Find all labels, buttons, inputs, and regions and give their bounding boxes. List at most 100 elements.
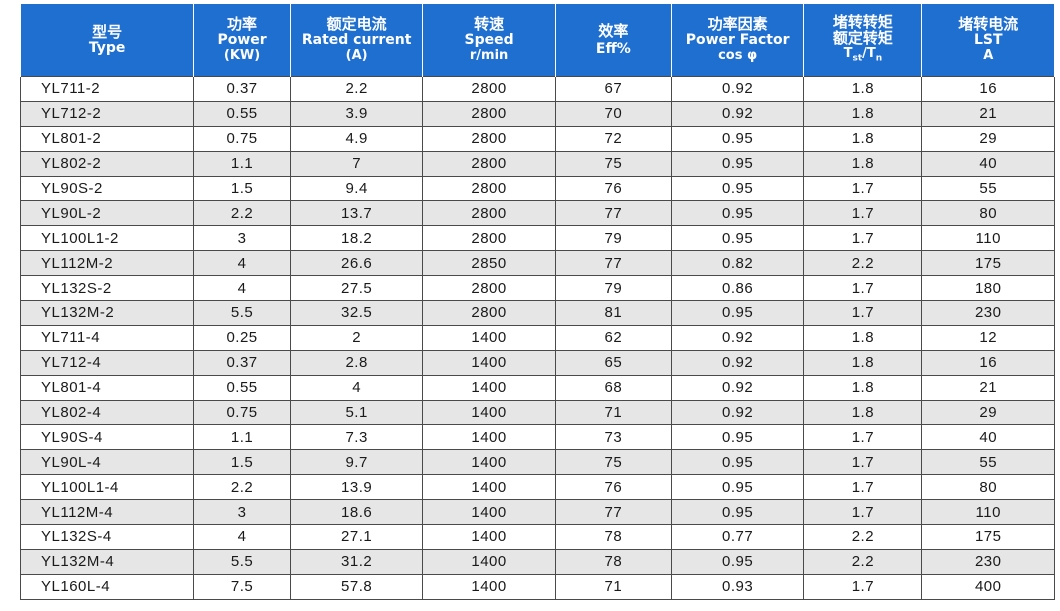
cell-rated-current: 2: [289, 324, 424, 351]
table-row: YL90L-4 1.5 9.7 1400 75 0.95 1.7 55: [19, 449, 1055, 476]
cell-locked-current: 40: [921, 424, 1055, 451]
cell-speed: 2850: [422, 250, 556, 277]
cell-speed: 2800: [422, 100, 556, 127]
cell-power: 0.55: [193, 100, 291, 127]
cell-type: YL712-2: [19, 100, 195, 127]
cell-rated-current: 9.4: [289, 175, 424, 202]
header-rated-current-en: Rated current: [301, 32, 412, 48]
header-efficiency-en: Eff%: [595, 41, 631, 57]
cell-type: YL802-4: [19, 399, 195, 426]
header-power-unit: (KW): [223, 48, 261, 63]
cell-torque-ratio: 1.8: [803, 125, 923, 152]
cell-power: 3: [193, 499, 291, 526]
cell-torque-ratio: 2.2: [803, 548, 923, 575]
cell-speed: 1400: [422, 374, 556, 401]
cell-power: 4: [193, 524, 291, 550]
cell-torque-ratio: 1.8: [803, 399, 923, 426]
cell-power: 0.75: [193, 399, 291, 426]
cell-power: 2.2: [193, 200, 291, 227]
table-row: YL801-4 0.55 4 1400 68 0.92 1.8 21: [19, 374, 1055, 401]
cell-locked-current: 29: [921, 125, 1055, 152]
cell-locked-current: 40: [921, 150, 1055, 177]
cell-rated-current: 18.2: [289, 225, 424, 252]
table-row: YL112M-2 4 26.6 2850 77 0.82 2.2 175: [19, 250, 1055, 277]
header-power-factor-zh: 功率因素: [707, 15, 768, 33]
cell-rated-current: 7.3: [289, 424, 424, 451]
cell-locked-current: 80: [921, 200, 1055, 227]
cell-rated-current: 18.6: [289, 499, 424, 526]
table-row: YL711-2 0.37 2.2 2800 67 0.92 1.8 16: [19, 76, 1055, 102]
cell-efficiency: 78: [554, 524, 672, 550]
cell-efficiency: 78: [554, 548, 672, 575]
cell-locked-current: 55: [921, 449, 1055, 476]
header-rated-current-unit: (A): [345, 48, 368, 63]
header-locked-current-unit: A: [983, 48, 994, 63]
cell-speed: 1400: [422, 449, 556, 476]
cell-torque-ratio: 1.7: [803, 499, 923, 526]
cell-power: 0.37: [193, 76, 291, 102]
header-type-zh: 型号: [92, 23, 123, 41]
table-row: YL711-4 0.25 2 1400 62 0.92 1.8 12: [19, 324, 1055, 351]
cell-rated-current: 9.7: [289, 449, 424, 476]
cell-type: YL160L-4: [19, 573, 195, 600]
cell-type: YL112M-4: [19, 499, 195, 526]
cell-torque-ratio: 1.7: [803, 175, 923, 202]
cell-efficiency: 77: [554, 200, 672, 227]
cell-torque-ratio: 1.8: [803, 100, 923, 127]
cell-torque-ratio: 1.7: [803, 449, 923, 476]
cell-locked-current: 55: [921, 175, 1055, 202]
header-speed-unit: r/min: [469, 48, 509, 63]
cell-locked-current: 21: [921, 374, 1055, 401]
cell-efficiency: 75: [554, 150, 672, 177]
cell-efficiency: 77: [554, 499, 672, 526]
cell-speed: 1400: [422, 349, 556, 376]
cell-locked-current: 230: [921, 548, 1055, 575]
cell-locked-current: 175: [921, 250, 1055, 277]
cell-power-factor: 0.92: [670, 374, 805, 401]
cell-rated-current: 32.5: [289, 300, 424, 326]
table-row: YL132M-2 5.5 32.5 2800 81 0.95 1.7 230: [19, 300, 1055, 326]
cell-locked-current: 180: [921, 275, 1055, 302]
header-speed: 转速 Speed r/min: [422, 4, 556, 77]
cell-type: YL801-4: [19, 374, 195, 401]
cell-rated-current: 2.8: [289, 349, 424, 376]
cell-speed: 2800: [422, 200, 556, 227]
cell-power-factor: 0.95: [670, 449, 805, 476]
cell-type: YL801-2: [19, 125, 195, 152]
table-row: YL90S-4 1.1 7.3 1400 73 0.95 1.7 40: [19, 424, 1055, 451]
cell-power: 7.5: [193, 573, 291, 600]
cell-rated-current: 7: [289, 150, 424, 177]
cell-type: YL132M-4: [19, 548, 195, 575]
cell-locked-current: 21: [921, 100, 1055, 127]
cell-rated-current: 57.8: [289, 573, 424, 600]
cell-torque-ratio: 1.8: [803, 150, 923, 177]
cell-rated-current: 2.2: [289, 76, 424, 102]
cell-torque-ratio: 1.7: [803, 225, 923, 252]
header-torque-ratio: 堵转转矩 额定转矩 Tst/Tn: [803, 4, 923, 77]
cell-locked-current: 400: [921, 573, 1055, 600]
cell-power-factor: 0.92: [670, 324, 805, 351]
header-speed-zh: 转速: [474, 15, 505, 33]
cell-type: YL112M-2: [19, 250, 195, 277]
cell-speed: 1400: [422, 324, 556, 351]
cell-power-factor: 0.92: [670, 349, 805, 376]
cell-rated-current: 5.1: [289, 399, 424, 426]
cell-power: 1.5: [193, 175, 291, 202]
cell-speed: 2800: [422, 76, 556, 102]
cell-rated-current: 31.2: [289, 548, 424, 575]
header-power-factor: 功率因素 Power Factor cos φ: [670, 4, 805, 77]
cell-speed: 2800: [422, 225, 556, 252]
table-header: 型号 Type 功率 Power (KW) 额定电流 Rated current…: [19, 4, 1055, 77]
unit-t1: T: [843, 45, 853, 61]
table-row: YL112M-4 3 18.6 1400 77 0.95 1.7 110: [19, 499, 1055, 526]
cell-locked-current: 29: [921, 399, 1055, 426]
cell-rated-current: 4: [289, 374, 424, 401]
header-rated-current-zh: 额定电流: [326, 15, 387, 33]
cell-power-factor: 0.86: [670, 275, 805, 302]
cell-power-factor: 0.95: [670, 125, 805, 152]
header-rated-current: 额定电流 Rated current (A): [289, 4, 424, 77]
cell-torque-ratio: 1.7: [803, 474, 923, 501]
cell-power: 0.55: [193, 374, 291, 401]
cell-type: YL100L1-4: [19, 474, 195, 501]
cell-speed: 1400: [422, 573, 556, 600]
